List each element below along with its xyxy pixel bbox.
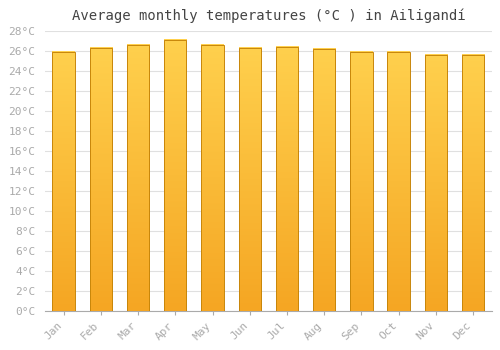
Bar bbox=[276, 47, 298, 311]
Bar bbox=[90, 48, 112, 311]
Bar bbox=[388, 52, 410, 311]
Bar bbox=[52, 52, 75, 311]
Bar bbox=[127, 45, 150, 311]
Title: Average monthly temperatures (°C ) in Ailigandí: Average monthly temperatures (°C ) in Ai… bbox=[72, 8, 465, 23]
Bar bbox=[350, 52, 372, 311]
Bar bbox=[202, 45, 224, 311]
Bar bbox=[238, 48, 261, 311]
Bar bbox=[462, 55, 484, 311]
Bar bbox=[424, 55, 447, 311]
Bar bbox=[164, 40, 186, 311]
Bar bbox=[313, 49, 336, 311]
